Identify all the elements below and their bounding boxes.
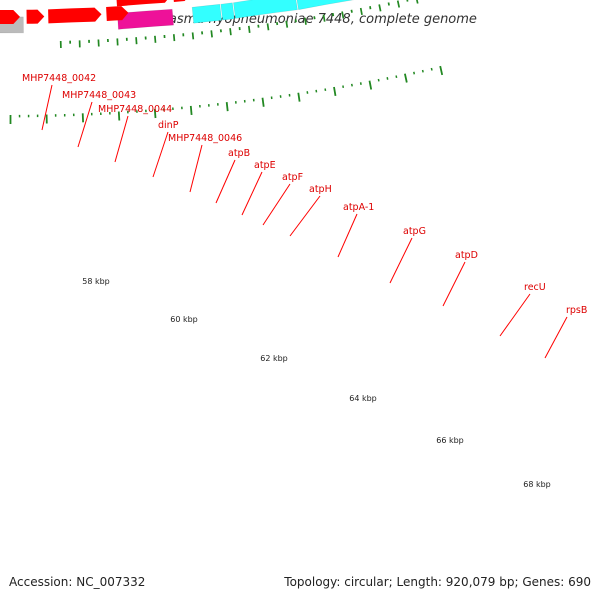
inner-major-tick [333, 86, 337, 97]
outer-tick [387, 2, 390, 6]
cyan-feature-block [296, 0, 355, 11]
cds-arrow [173, 0, 186, 2]
feature-track-outer [0, 0, 355, 34]
gene-label-line [442, 261, 466, 307]
inner-major-tick [261, 97, 265, 107]
gene-label: MHP7448_0042 [22, 73, 96, 84]
inner-minor-tick [421, 69, 424, 73]
gene-label-line [499, 293, 531, 337]
gene-label-line [289, 195, 321, 237]
inner-minor-tick [413, 71, 416, 75]
gene-label: atpH [309, 184, 332, 195]
outer-tick [369, 6, 372, 10]
gene-label-line [389, 237, 413, 284]
outer-tick [378, 4, 382, 12]
inner-minor-tick [359, 82, 362, 85]
outer-tick [266, 23, 270, 31]
gene-label-line [77, 101, 93, 148]
gene-label: recU [524, 282, 546, 293]
outer-tick [210, 30, 213, 38]
tick-marks [9, 0, 444, 124]
gene-label-line [337, 213, 358, 258]
gene-label-line [152, 131, 169, 178]
outer-tick [359, 7, 363, 16]
gene-label: MHP7448_0046 [168, 133, 242, 144]
outer-tick [135, 37, 138, 45]
accession-text: Accession: NC_007332 [9, 575, 145, 589]
inner-minor-tick [430, 67, 433, 71]
gene-label-line [215, 159, 236, 204]
kbp-label: 68 kbp [523, 480, 551, 489]
outer-tick [322, 14, 326, 22]
inner-minor-tick [386, 77, 389, 80]
gene-label: atpA-1 [343, 202, 374, 213]
cyan-feature-block [191, 3, 223, 24]
inner-major-tick [189, 105, 193, 115]
gene-label-line [544, 316, 568, 359]
outer-tick [154, 35, 157, 43]
gene-label: atpE [254, 160, 276, 171]
gene-label: atpG [403, 226, 426, 237]
outer-tick [416, 0, 419, 4]
cds-arrow [0, 9, 20, 24]
kbp-label: 64 kbp [349, 394, 377, 403]
outer-tick [285, 20, 289, 28]
cds-arrow [116, 0, 168, 7]
kbp-labels: 58 kbp 60 kbp 62 kbp 64 kbp 66 kbp 68 kbp [82, 277, 551, 489]
inner-major-tick [404, 73, 408, 83]
inner-minor-tick [350, 83, 353, 87]
inner-minor-tick [377, 78, 380, 82]
gene-label: rpsB [566, 305, 587, 316]
cds-arrow [48, 7, 102, 24]
inner-major-tick [368, 80, 373, 90]
outer-tick [406, 0, 409, 2]
inner-major-tick [153, 108, 157, 119]
genome-summary-text: Topology: circular; Length: 920,079 bp; … [283, 575, 591, 589]
outer-tick [247, 25, 251, 34]
outer-tick [396, 0, 401, 8]
outer-tick [172, 34, 176, 42]
cyan-feature-block [233, 0, 298, 19]
gene-label-line [262, 183, 291, 226]
map-title: Mycoplasma hyopneumoniae 7448, complete … [123, 12, 477, 27]
kbp-label: 60 kbp [170, 315, 198, 324]
inner-minor-tick [395, 75, 398, 79]
gene-label: MHP7448_0043 [62, 90, 136, 101]
inner-major-tick [439, 65, 444, 76]
cds-track [0, 0, 186, 24]
kbp-label: 62 kbp [260, 354, 288, 363]
cyan-feature-block [220, 2, 235, 21]
gene-label-lines [41, 84, 568, 359]
gene-label-line [241, 171, 263, 216]
outer-tick [191, 32, 195, 40]
outer-tick [350, 9, 353, 13]
gene-labels: MHP7448_0042 MHP7448_0043 MHP7448_0044 dinP… [22, 73, 587, 316]
inner-major-tick [297, 92, 301, 102]
inner-major-tick [225, 102, 229, 112]
kbp-label: 66 kbp [436, 436, 464, 445]
gene-label: atpF [282, 172, 303, 183]
outer-tick [313, 16, 316, 20]
cds-arrow [26, 9, 45, 24]
outer-tick [229, 28, 232, 36]
outer-tick [331, 12, 335, 17]
gene-label: atpB [228, 148, 250, 159]
cds-arrow [106, 6, 129, 21]
gene-label: MHP7448_0044 [98, 104, 172, 115]
gene-label-line [41, 84, 53, 131]
kbp-label: 58 kbp [82, 277, 110, 286]
gene-label-line [189, 144, 203, 193]
outer-tick [341, 11, 345, 19]
gene-label-line [114, 115, 129, 163]
gene-label: dinP [158, 120, 179, 131]
gene-label: atpD [455, 250, 478, 261]
inner-major-tick [117, 111, 121, 121]
outer-tick [304, 17, 307, 25]
